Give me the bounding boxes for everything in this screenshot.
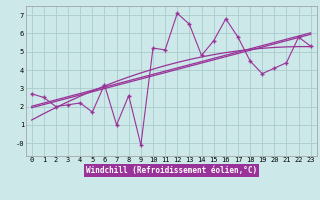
X-axis label: Windchill (Refroidissement éolien,°C): Windchill (Refroidissement éolien,°C) <box>86 166 257 175</box>
